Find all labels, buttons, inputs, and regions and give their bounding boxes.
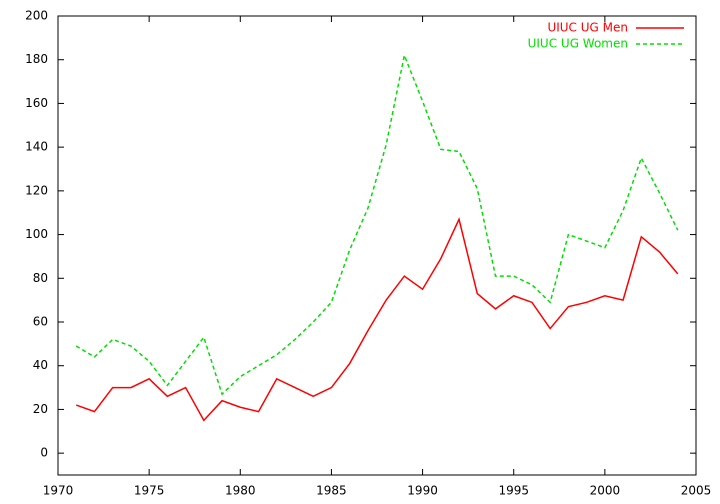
y-tick-label: 140: [25, 140, 48, 154]
y-tick-label: 80: [33, 271, 48, 285]
y-tick-label: 20: [33, 402, 48, 416]
x-tick-label: 1990: [407, 484, 438, 498]
series-line: [75, 52, 679, 396]
y-tick-label: 180: [25, 52, 48, 66]
y-tick-label: 100: [25, 227, 48, 241]
x-tick-label: 1970: [43, 484, 74, 498]
legend-label: UIUC UG Men: [547, 21, 628, 35]
x-tick-label: 1995: [498, 484, 529, 498]
y-tick-label: 40: [33, 358, 48, 372]
y-tick-label: 0: [40, 446, 48, 460]
x-tick-label: 2005: [681, 484, 712, 498]
plot-border: [57, 15, 697, 476]
x-tick-label: 1975: [134, 484, 165, 498]
y-tick-label: 60: [33, 315, 48, 329]
y-tick-label: 120: [25, 183, 48, 197]
y-tick-label: 200: [25, 9, 48, 23]
x-tick-label: 1980: [225, 484, 256, 498]
legend-label: UIUC UG Women: [528, 37, 628, 51]
x-tick-label: 2000: [590, 484, 621, 498]
x-tick-label: 1985: [316, 484, 347, 498]
series-line: [75, 217, 679, 422]
y-tick-label: 160: [25, 96, 48, 110]
